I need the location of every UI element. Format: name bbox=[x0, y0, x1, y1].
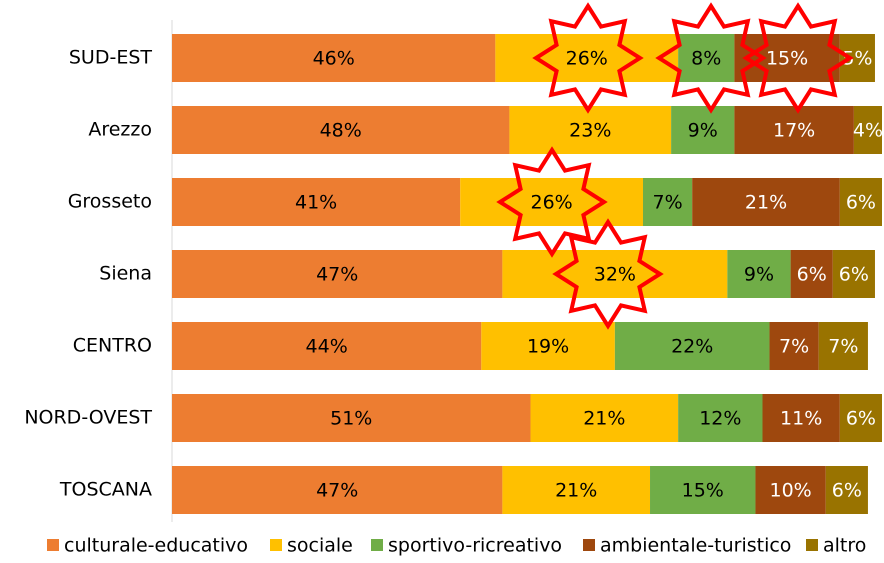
legend-label: ambientale-turistico bbox=[600, 535, 791, 557]
bar-segment bbox=[734, 106, 854, 154]
bar-segment bbox=[853, 106, 882, 154]
legend-label: sportivo-ricreativo bbox=[388, 535, 562, 557]
star bbox=[742, 2, 854, 114]
bar-segment bbox=[671, 106, 735, 154]
bar-segment bbox=[734, 34, 840, 82]
bar-segment bbox=[172, 250, 503, 298]
data-label: 21% bbox=[555, 480, 597, 502]
bars: SUD-EST 46% 26% 8% 15% 5% Arezzo 48% 23% 9% 17% 4% G… bbox=[24, 34, 883, 514]
data-label: 19% bbox=[527, 336, 569, 358]
category-label: Grosseto bbox=[68, 191, 152, 213]
category-label: Arezzo bbox=[88, 119, 152, 141]
data-label: 8% bbox=[691, 48, 721, 70]
category-label: Siena bbox=[99, 263, 152, 285]
data-label: 48% bbox=[320, 120, 362, 142]
data-label: 47% bbox=[316, 264, 358, 286]
category-label: TOSCANA bbox=[59, 479, 152, 501]
data-label: 15% bbox=[766, 48, 808, 70]
bar-segment bbox=[614, 322, 770, 370]
legend-swatch bbox=[371, 539, 383, 551]
bar-segment bbox=[502, 466, 651, 514]
category-label: SUD-EST bbox=[69, 47, 153, 69]
legend-label: altro bbox=[823, 535, 866, 557]
data-label: 47% bbox=[316, 480, 358, 502]
data-label: 6% bbox=[846, 408, 876, 430]
data-label: 4% bbox=[853, 120, 883, 142]
bar-segment bbox=[460, 178, 643, 226]
bar-segment bbox=[172, 178, 461, 226]
bar-segment bbox=[481, 322, 615, 370]
data-label: 41% bbox=[295, 192, 337, 214]
bar-segment bbox=[172, 466, 503, 514]
data-label: 11% bbox=[780, 408, 822, 430]
legend-swatch bbox=[270, 539, 282, 551]
bar-segment bbox=[642, 178, 693, 226]
data-label: 6% bbox=[839, 264, 869, 286]
data-label: 9% bbox=[688, 120, 718, 142]
bar-segment bbox=[839, 178, 882, 226]
data-label: 5% bbox=[842, 48, 872, 70]
data-label: 9% bbox=[744, 264, 774, 286]
data-label: 6% bbox=[832, 480, 862, 502]
data-label: 46% bbox=[313, 48, 355, 70]
bar-segment bbox=[839, 34, 875, 82]
bar-segment bbox=[755, 466, 826, 514]
legend-label: culturale-educativo bbox=[64, 535, 248, 557]
bar-segment bbox=[172, 394, 531, 442]
data-label: 22% bbox=[671, 336, 713, 358]
star bbox=[496, 146, 608, 258]
bar-segment bbox=[825, 466, 868, 514]
category-label: CENTRO bbox=[73, 335, 152, 357]
data-label: 12% bbox=[699, 408, 741, 430]
star bbox=[552, 218, 664, 330]
bar-segment bbox=[172, 106, 510, 154]
data-label: 44% bbox=[306, 336, 348, 358]
data-label: 17% bbox=[773, 120, 815, 142]
bar-segment bbox=[172, 34, 496, 82]
data-label: 7% bbox=[653, 192, 683, 214]
bar-segment bbox=[678, 34, 735, 82]
data-label: 32% bbox=[594, 264, 636, 286]
legend: culturale-educativo sociale sportivo-ricre… bbox=[47, 535, 866, 557]
legend-swatch bbox=[806, 539, 818, 551]
bar-segment bbox=[692, 178, 840, 226]
bar-segment bbox=[678, 394, 763, 442]
data-label: 21% bbox=[745, 192, 787, 214]
bar-segment bbox=[769, 322, 819, 370]
legend-swatch bbox=[47, 539, 59, 551]
bar-segment bbox=[727, 250, 791, 298]
data-label: 51% bbox=[330, 408, 372, 430]
data-label: 6% bbox=[846, 192, 876, 214]
bar-segment bbox=[650, 466, 756, 514]
data-label: 6% bbox=[797, 264, 827, 286]
legend-label: sociale bbox=[287, 535, 353, 557]
star bbox=[655, 2, 767, 114]
bar-segment bbox=[790, 250, 833, 298]
data-label: 23% bbox=[569, 120, 611, 142]
legend-swatch bbox=[583, 539, 595, 551]
bar-segment bbox=[502, 250, 728, 298]
category-label: NORD-OVEST bbox=[24, 407, 152, 429]
data-label: 21% bbox=[583, 408, 625, 430]
bar-segment bbox=[530, 394, 679, 442]
bar-segment bbox=[172, 322, 482, 370]
bar-segment bbox=[832, 250, 875, 298]
bar-segment bbox=[495, 34, 679, 82]
data-label: 10% bbox=[769, 480, 811, 502]
data-label: 26% bbox=[566, 48, 608, 70]
star bbox=[532, 2, 644, 114]
data-label: 7% bbox=[828, 336, 858, 358]
highlight-stars bbox=[496, 2, 854, 330]
bar-segment bbox=[839, 394, 882, 442]
data-label: 7% bbox=[779, 336, 809, 358]
data-label: 26% bbox=[530, 192, 572, 214]
data-label: 15% bbox=[682, 480, 724, 502]
bar-segment bbox=[818, 322, 868, 370]
bar-segment bbox=[509, 106, 672, 154]
bar-segment bbox=[762, 394, 840, 442]
